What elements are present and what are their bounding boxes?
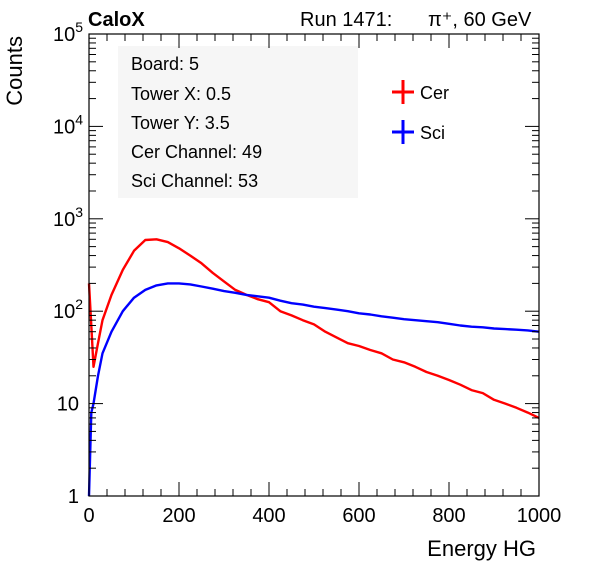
x-tick-label: 200 bbox=[162, 505, 195, 527]
y-tick-label: 10 bbox=[57, 394, 79, 416]
y-tick-label: 104 bbox=[53, 111, 83, 138]
x-tick-label: 1000 bbox=[517, 505, 562, 527]
x-tick-label: 600 bbox=[342, 505, 375, 527]
y-tick-label: 105 bbox=[53, 19, 83, 46]
legend: Cer Sci bbox=[392, 80, 449, 144]
particle-label: π⁺, 60 GeV bbox=[428, 9, 532, 31]
axis-layer: 0 200 400 600 800 1000 1 10 102 103 104 105 bbox=[53, 19, 561, 527]
legend-sci-label: Sci bbox=[420, 123, 445, 143]
info-tower-x: Tower X: 0.5 bbox=[131, 84, 231, 104]
info-box: Board: 5 Tower X: 0.5 Tower Y: 3.5 Cer C… bbox=[118, 46, 358, 198]
info-box-background bbox=[118, 46, 358, 198]
info-cer-channel: Cer Channel: 49 bbox=[131, 142, 262, 162]
x-tick-label: 400 bbox=[252, 505, 285, 527]
legend-cer-label: Cer bbox=[420, 83, 449, 103]
legend-sci: Sci bbox=[392, 120, 445, 144]
plot-frame bbox=[88, 33, 540, 497]
info-tower-y: Tower Y: 3.5 bbox=[131, 113, 230, 133]
series-line-sci bbox=[87, 282, 540, 497]
run-label: Run 1471: bbox=[300, 9, 392, 31]
x-tick-label: 800 bbox=[432, 505, 465, 527]
info-sci-channel: Sci Channel: 53 bbox=[131, 171, 258, 191]
x-axis-label: Energy HG bbox=[427, 536, 536, 561]
y-axis-label: Counts bbox=[2, 36, 27, 106]
series-layer bbox=[87, 238, 540, 497]
info-board: Board: 5 bbox=[131, 54, 199, 74]
x-tick-label: 0 bbox=[83, 505, 94, 527]
y-tick-label: 1 bbox=[68, 486, 79, 508]
series-line-cer bbox=[87, 238, 540, 419]
y-tick-label: 103 bbox=[53, 204, 83, 231]
legend-cer: Cer bbox=[392, 80, 449, 104]
y-tick-label: 102 bbox=[53, 296, 83, 323]
experiment-label: CaloX bbox=[88, 9, 145, 31]
